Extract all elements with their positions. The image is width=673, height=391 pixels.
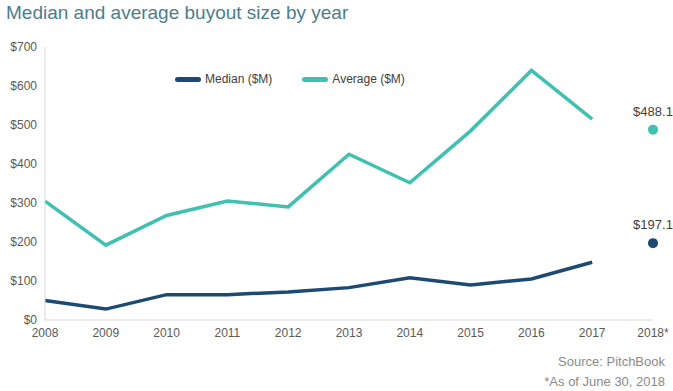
svg-text:2015: 2015 <box>457 326 484 340</box>
svg-text:2017: 2017 <box>579 326 606 340</box>
svg-text:2018*: 2018* <box>637 326 665 340</box>
svg-text:2012: 2012 <box>275 326 302 340</box>
svg-text:2008: 2008 <box>32 326 59 340</box>
html-text:Average ($M): Average ($M) <box>332 72 405 86</box>
html-text:*As of June 30, 2018: *As of June 30, 2018 <box>544 374 665 389</box>
svg-text:$300: $300 <box>10 196 37 210</box>
svg-text:2011: 2011 <box>214 326 240 340</box>
html-text:Source: PitchBook: Source: PitchBook <box>558 354 665 369</box>
svg-text:$197.1: $197.1 <box>633 217 665 232</box>
svg-text:2010: 2010 <box>153 326 180 340</box>
svg-text:$0: $0 <box>24 313 38 327</box>
svg-text:$500: $500 <box>10 118 37 132</box>
svg-text:$600: $600 <box>10 79 37 93</box>
html-text:Median ($M): Median ($M) <box>205 72 273 86</box>
svg-text:$100: $100 <box>10 274 37 288</box>
svg-text:2013: 2013 <box>336 326 363 340</box>
svg-text:$200: $200 <box>10 235 37 249</box>
svg-text:2016: 2016 <box>518 326 545 340</box>
html-text:Median and average buyout size: Median and average buyout size by year <box>6 2 349 23</box>
svg-text:2014: 2014 <box>396 326 423 340</box>
svg-text:$700: $700 <box>10 40 37 54</box>
svg-text:$400: $400 <box>10 157 37 171</box>
svg-text:2009: 2009 <box>92 326 119 340</box>
svg-text:$488.1: $488.1 <box>633 104 665 119</box>
